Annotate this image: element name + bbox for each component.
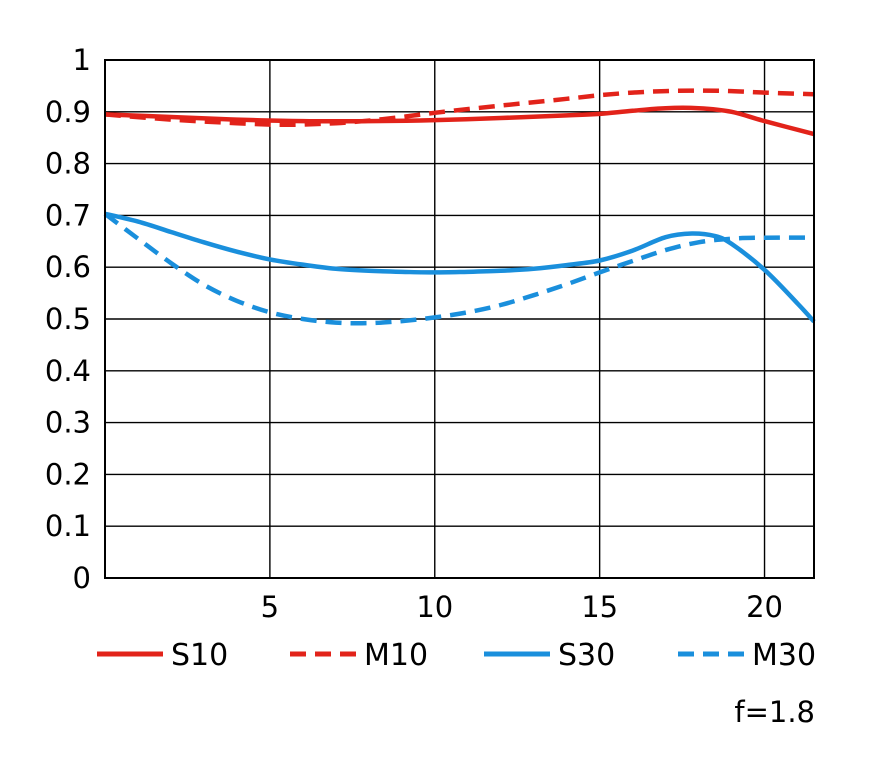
- x-tick-label: 15: [581, 590, 618, 624]
- y-tick-label: 0.7: [45, 198, 91, 232]
- legend: S10 M10 S30 M30: [97, 638, 816, 673]
- legend-label-m30: M30: [752, 638, 816, 673]
- x-axis-tick-labels: 5 10 15 20: [261, 590, 783, 624]
- legend-label-s10: S10: [171, 638, 228, 673]
- y-tick-label: 0.4: [45, 354, 91, 388]
- y-tick-label: 0: [73, 561, 91, 595]
- series-line-m30: [103, 212, 815, 326]
- y-tick-label: 0.6: [45, 250, 91, 284]
- legend-label-m10: M10: [364, 638, 428, 673]
- legend-label-s30: S30: [558, 638, 615, 673]
- y-tick-label: 0.8: [45, 147, 91, 181]
- series-line-m10: [104, 88, 815, 128]
- x-tick-label: 10: [416, 590, 453, 624]
- y-tick-label: 0.9: [45, 95, 91, 129]
- plot-frame: [104, 59, 815, 579]
- y-tick-label: 0.5: [45, 302, 91, 336]
- x-tick-label: 20: [746, 590, 783, 624]
- grid-lines: [105, 59, 814, 579]
- y-tick-label: 1: [73, 43, 91, 77]
- y-tick-label: 0.3: [45, 406, 91, 440]
- y-tick-label: 0.1: [45, 509, 91, 543]
- series-lines: [103, 88, 816, 326]
- y-tick-label: 0.2: [45, 457, 91, 491]
- y-axis-tick-labels: 0 0.1 0.2 0.3 0.4 0.5 0.6 0.7 0.8 0.9 1: [45, 43, 91, 595]
- aperture-annotation: f=1.8: [734, 695, 815, 729]
- x-tick-label: 5: [261, 590, 279, 624]
- series-line-s10: [104, 105, 815, 137]
- series-line-s30: [104, 211, 816, 324]
